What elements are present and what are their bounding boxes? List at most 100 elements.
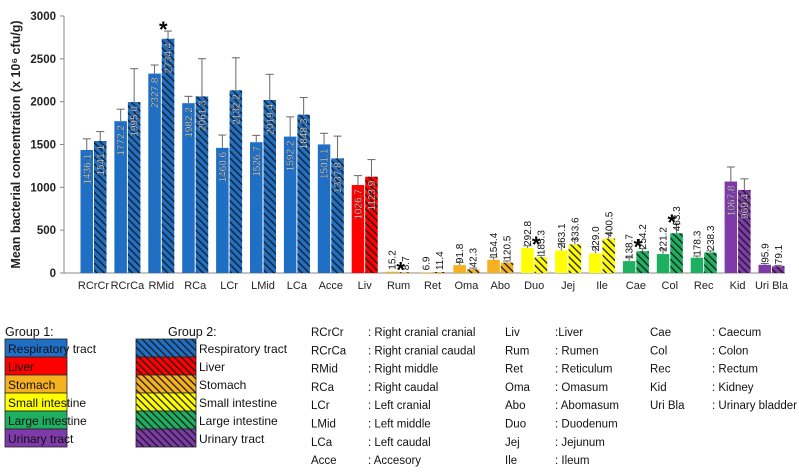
abbr-description: : Omasum <box>555 382 608 394</box>
category-label: Oma <box>454 280 479 292</box>
abbr-code: Ile <box>505 455 517 467</box>
value-label-group2: 333.6 <box>570 217 581 242</box>
abbr-description: : Accesory <box>368 455 421 467</box>
abbr-code: Jej <box>505 437 520 449</box>
legend-layer: Group 1: Group 2: Respiratory tract Respira… <box>4 325 797 467</box>
bar-group2-hatch <box>263 100 276 273</box>
category-label: Rec <box>694 280 714 292</box>
value-label-group2: 185.3 <box>536 230 547 255</box>
value-label-group1: 1501.1 <box>320 148 331 179</box>
value-label-group2: 2061.3 <box>197 100 208 131</box>
value-label-group1: 1026.7 <box>353 189 364 220</box>
y-tick-label: 500 <box>37 225 56 237</box>
bar-group2-hatch <box>636 251 649 273</box>
legend-label-group2: Respiratory tract <box>199 342 288 356</box>
category-label: Uri Bla <box>755 280 789 292</box>
bar-group1-Ret <box>419 272 432 273</box>
legend-label-group2: Small intestine <box>199 396 277 410</box>
category-label: LCr <box>220 280 238 292</box>
bar-group1-Cae <box>622 261 636 273</box>
abbr-description: : Left cranial <box>368 400 431 412</box>
bar-group1-Rec <box>690 257 704 273</box>
abbr-description: : Caecum <box>712 327 761 339</box>
legend-label-group1: Urinary tract <box>8 432 74 446</box>
legend-swatch-group2-hatch <box>136 393 196 411</box>
abbr-code: Col <box>650 345 667 357</box>
bar-group1-RMid <box>148 73 161 273</box>
abbr-description: : Left caudal <box>368 437 431 449</box>
bar-group1-LCa <box>283 136 297 273</box>
category-label: Ile <box>596 280 608 292</box>
value-label-group2: 1541.1 <box>96 145 107 176</box>
value-label-group2: 1123.9 <box>367 180 378 210</box>
abbr-description: : Urinary bladder <box>712 400 797 412</box>
bar-group2-hatch <box>534 257 548 273</box>
category-label: RCa <box>184 280 207 292</box>
category-label: Jej <box>561 280 575 292</box>
value-label-group2: 11.4 <box>435 251 446 270</box>
abbr-code: RMid <box>311 364 338 376</box>
bar-group1-Abo <box>487 259 500 273</box>
legend-swatch-group2-hatch <box>136 429 196 447</box>
category-label: Col <box>662 280 679 292</box>
y-tick-label: 0 <box>50 268 56 280</box>
legend-swatch-group2-hatch <box>136 357 196 375</box>
category-label: Kid <box>730 280 746 292</box>
bar-group2-hatch <box>704 252 717 273</box>
bar-group2-hatch <box>127 102 141 273</box>
value-label-group1: 154.4 <box>489 232 500 257</box>
value-label-group2: 1337.8 <box>333 162 344 193</box>
abbr-code: LMid <box>311 419 336 431</box>
abbr-description: : Right cranial caudal <box>368 345 475 357</box>
value-label-group2: 2019.4 <box>265 104 276 135</box>
abbr-description: : Rumen <box>555 345 598 357</box>
y-tick-label: 1000 <box>30 182 56 194</box>
y-tick-label: 3000 <box>30 11 56 23</box>
category-label: Acce <box>319 280 343 292</box>
bar-group1-Acce <box>317 144 331 273</box>
abbr-description: : Jejunum <box>555 437 605 449</box>
bar-group1-RCrCa <box>114 121 127 273</box>
bar-group1-Liv <box>351 185 365 273</box>
abbr-description: : Kidney <box>712 382 754 394</box>
category-label: RCrCa <box>111 280 145 292</box>
value-label-group2: 254.2 <box>638 224 649 249</box>
value-label-group1: 1067.8 <box>726 185 737 216</box>
bar-group2-hatch <box>433 272 446 273</box>
legend-group1-title: Group 1: <box>5 325 54 339</box>
abbr-code: Rec <box>650 364 671 376</box>
value-label-group2: 969.4 <box>740 194 751 219</box>
value-label-group1: 1592.2 <box>286 140 297 171</box>
legend-swatch-group2-hatch <box>136 411 196 429</box>
category-label: Abo <box>491 280 511 292</box>
significance-star: * <box>159 17 168 42</box>
bar-group2-hatch <box>738 189 751 273</box>
legend-label-group1: Respiratory tract <box>8 342 97 356</box>
significance-star: * <box>634 235 643 260</box>
value-label-group1: 91.8 <box>455 243 466 263</box>
bar-group2-hatch <box>297 114 310 274</box>
abbr-description: : Right cranial cranial <box>368 327 475 339</box>
category-label: Duo <box>524 280 544 292</box>
value-label-group1: 2327.8 <box>150 77 161 108</box>
value-label-group1: 1436.1 <box>82 154 93 185</box>
legend-label-group2: Urinary tract <box>199 432 265 446</box>
value-label-group2: 42.3 <box>469 247 480 267</box>
value-label-group1: 1526.7 <box>252 146 263 177</box>
legend-label-group1: Small intestine <box>8 396 86 410</box>
bar-group1-Duo <box>521 247 534 273</box>
bar-group1-Rum <box>385 271 399 273</box>
bar-group1-LMid <box>250 142 263 273</box>
bar-group1-Col <box>656 254 670 273</box>
value-label-group1: 292.8 <box>523 220 534 245</box>
value-label-group1: 178.3 <box>692 230 703 255</box>
bar-group2-hatch <box>195 96 209 273</box>
abbr-code: Oma <box>505 382 531 394</box>
abbr-description: : Ileum <box>555 455 590 467</box>
value-label-group1: 1982.2 <box>184 107 195 138</box>
value-label-group2: 79.1 <box>774 244 785 264</box>
abbr-code: LCr <box>311 400 330 412</box>
